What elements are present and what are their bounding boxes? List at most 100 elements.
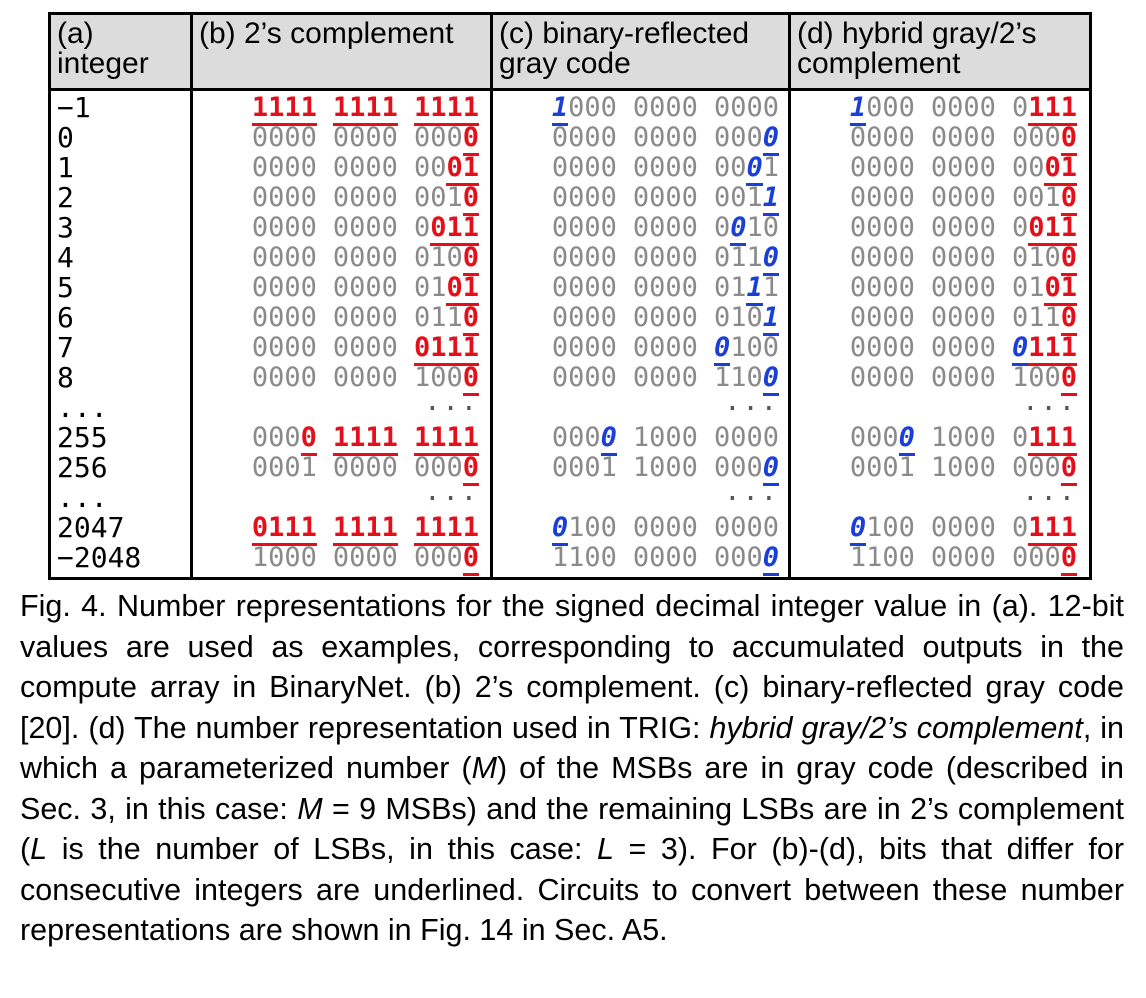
bit: 1 <box>430 302 447 333</box>
bit: 0 <box>446 362 463 393</box>
bit: 0 <box>665 332 682 363</box>
bit: 1 <box>600 452 617 483</box>
bit: 0 <box>568 272 585 303</box>
bit: 0 <box>713 122 731 153</box>
bit: 0 <box>300 122 317 153</box>
bit: 0 <box>251 212 269 243</box>
bit: 0 <box>649 242 666 273</box>
bit: 0 <box>1011 212 1029 243</box>
bit: 0 <box>963 152 980 183</box>
bit: 1 <box>300 93 317 126</box>
code-cell-d: 0000 0000 1000 <box>799 362 1077 396</box>
bit: 0 <box>713 92 731 123</box>
code-cell-d: 0000 0000 0000 <box>799 122 1077 156</box>
bit: 0 <box>251 332 269 363</box>
bit: 0 <box>1011 272 1029 303</box>
bit: 0 <box>332 182 350 213</box>
bit: 0 <box>365 302 382 333</box>
bit: 1 <box>1060 333 1077 366</box>
bit: 0 <box>381 332 398 363</box>
bit: 0 <box>1011 182 1029 213</box>
bit: 0 <box>713 333 731 366</box>
bit: 0 <box>762 543 779 576</box>
integer-cell: 7 <box>57 331 74 364</box>
figure-caption: Fig. 4. Number representations for the s… <box>20 586 1124 951</box>
bit: 0 <box>882 362 899 393</box>
bit: 0 <box>584 182 601 213</box>
bit: 0 <box>462 543 479 576</box>
bit: 0 <box>584 362 601 393</box>
bit: 0 <box>882 122 899 153</box>
bit: 0 <box>746 302 763 333</box>
bit: 0 <box>762 212 779 243</box>
bit: 1 <box>430 242 447 273</box>
bit: 1 <box>713 362 731 393</box>
bit: 1 <box>551 93 569 126</box>
bit: 0 <box>365 152 382 183</box>
code-cell-c: 0000 1000 0000 <box>501 422 779 456</box>
bit: 0 <box>284 242 301 273</box>
bit: 0 <box>649 332 666 363</box>
bit: 0 <box>413 242 431 273</box>
bit: 0 <box>349 542 366 573</box>
code-cell-b: 0001 0000 0000 <box>201 453 479 486</box>
bit: 1 <box>746 242 763 273</box>
bit: 1 <box>1044 423 1061 456</box>
bit: 1 <box>1028 272 1045 303</box>
bit: 0 <box>349 242 366 273</box>
bit: 0 <box>568 332 585 363</box>
bit: 0 <box>947 362 964 393</box>
bit: 0 <box>1011 542 1029 573</box>
bit: 0 <box>1060 543 1077 576</box>
bit: 0 <box>632 542 650 573</box>
bit: 0 <box>1011 92 1029 123</box>
bit: 0 <box>1028 213 1045 246</box>
bit: 0 <box>930 92 948 123</box>
bit: 0 <box>665 242 682 273</box>
bit: 0 <box>665 152 682 183</box>
bit: 0 <box>268 242 285 273</box>
bit: 0 <box>649 362 666 393</box>
bit: 0 <box>649 122 666 153</box>
bit: 0 <box>381 212 398 243</box>
code-cell-c: 0000 0000 0111 <box>501 272 779 306</box>
bit: 0 <box>430 362 447 393</box>
bit: 1 <box>1044 302 1061 333</box>
bit: 0 <box>930 212 948 243</box>
bit: 0 <box>947 182 964 213</box>
bit: 0 <box>632 92 650 123</box>
bit: 0 <box>430 182 447 213</box>
bit: 0 <box>898 152 915 183</box>
bit: 0 <box>332 272 350 303</box>
bit: 0 <box>430 542 447 573</box>
bit: 0 <box>681 332 698 363</box>
column-divider <box>788 15 791 577</box>
bit: 0 <box>600 92 617 123</box>
bit: 0 <box>947 302 964 333</box>
bit: 1 <box>446 513 463 546</box>
bit: 0 <box>963 422 980 453</box>
bit: 0 <box>632 362 650 393</box>
bit: 0 <box>849 152 867 183</box>
bit: 0 <box>730 512 747 543</box>
bit: 0 <box>746 422 763 453</box>
bit: 0 <box>762 512 779 543</box>
code-cell-c: 0100 0000 0000 <box>501 512 779 546</box>
bit: 0 <box>713 272 731 303</box>
bit: 0 <box>300 362 317 393</box>
bit: 0 <box>600 302 617 333</box>
bit: 0 <box>430 122 447 153</box>
code-cell-c: 0000 0000 0011 <box>501 182 779 216</box>
bit: 0 <box>1044 362 1061 393</box>
bit: 1 <box>746 212 763 243</box>
bit: 0 <box>446 153 463 186</box>
bit: 0 <box>746 362 763 393</box>
integer-cell: 1 <box>57 151 74 184</box>
bit: 0 <box>462 303 479 336</box>
bit: 0 <box>1060 453 1077 486</box>
bit: 1 <box>462 333 479 366</box>
bit: 1 <box>730 242 747 273</box>
bit: 0 <box>268 302 285 333</box>
bit: 0 <box>849 362 867 393</box>
ellipsis-c: ... <box>724 476 779 507</box>
